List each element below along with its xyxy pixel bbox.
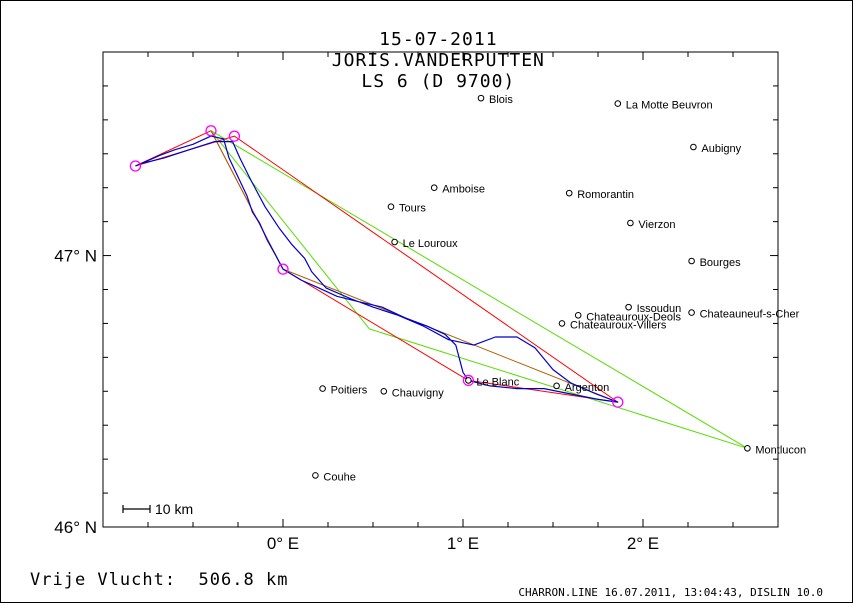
city-label: Aubigny xyxy=(701,143,741,155)
city-dot xyxy=(625,303,632,311)
plot-area xyxy=(102,51,779,528)
city-dot xyxy=(574,311,582,319)
city-dot xyxy=(614,100,622,107)
city-label: Couhe xyxy=(323,471,355,483)
city-label: Chauvigny xyxy=(392,387,444,399)
city-dot xyxy=(688,257,695,265)
city-marker: Tours xyxy=(387,203,426,215)
city-dot xyxy=(319,385,326,392)
city-dot xyxy=(565,189,573,197)
city-marker: Argenton xyxy=(553,382,610,394)
city-label: Vierzon xyxy=(638,219,675,231)
city-dot xyxy=(553,382,560,390)
city-dot xyxy=(690,143,697,151)
credit-line: CHARRON.LINE 16.07.2011, 13:04:43, DISLI… xyxy=(518,586,823,599)
turnpoint-marker xyxy=(462,374,475,387)
lon-label: 1° E xyxy=(447,534,479,553)
city-label: Tours xyxy=(399,203,426,215)
city-label: Issoudun xyxy=(637,303,682,315)
triangle-green xyxy=(210,130,748,449)
city-dot xyxy=(558,320,566,327)
city-label: Bourges xyxy=(700,257,741,269)
city-label: Argenton xyxy=(565,382,610,394)
turnpoint-marker xyxy=(228,130,241,142)
city-dot xyxy=(627,219,634,227)
free-flight-value: 506.8 km xyxy=(198,570,289,590)
city-dot xyxy=(312,472,319,479)
city-label: Le Blanc xyxy=(476,376,519,388)
flight-track xyxy=(135,135,619,403)
city-marker: Montlucon xyxy=(744,444,806,456)
lat-label: 47° N xyxy=(54,247,97,266)
city-marker: Vierzon xyxy=(627,219,676,231)
pilot-name: JORIS.VANDERPUTTEN xyxy=(331,50,545,71)
turnpoint-marker xyxy=(129,160,142,172)
page-title: 15-07-2011 JORIS.VANDERPUTTEN LS 6 (D 97… xyxy=(0,8,853,92)
city-label: Chateauneuf-s-Cher xyxy=(700,309,800,321)
city-marker: Le Blanc xyxy=(465,376,520,388)
city-label: Amboise xyxy=(442,184,485,196)
glider-type: LS 6 (D 9700) xyxy=(361,71,516,92)
city-label: Poitiers xyxy=(331,385,368,397)
city-label: Blois xyxy=(489,94,513,106)
city-marker: Couhe xyxy=(312,471,356,483)
city-marker: Amboise xyxy=(430,184,485,196)
city-marker: Issoudun xyxy=(625,303,682,315)
leg-line xyxy=(210,130,618,403)
city-marker: Chateauroux-Villers xyxy=(558,319,667,331)
city-dot xyxy=(430,184,438,192)
turnpoints xyxy=(129,125,624,408)
free-flight-label: Vrije Vlucht: xyxy=(30,570,177,590)
city-marker: Chateauneuf-s-Cher xyxy=(688,309,800,321)
city-label: La Motte Beuvron xyxy=(626,100,713,112)
city-marker: Chateauroux-Deols xyxy=(574,311,681,323)
city-label: Montlucon xyxy=(755,444,806,456)
city-dot xyxy=(465,377,472,384)
city-label: Chateauroux-Villers xyxy=(570,319,667,331)
scale-label: 10 km xyxy=(155,501,193,517)
axis-labels: 47° N 46° N 0° E 1° E 2° E xyxy=(54,247,659,553)
city-marker: Blois xyxy=(477,94,513,106)
city-label: Chateauroux-Deols xyxy=(586,311,681,323)
city-dot xyxy=(380,387,388,395)
city-marker: Aubigny xyxy=(690,143,742,155)
scale-bar: 10 km xyxy=(122,501,193,517)
city-marker: Poitiers xyxy=(319,385,368,397)
city-marker: La Motte Beuvron xyxy=(614,100,713,112)
triangle-line xyxy=(210,130,748,449)
city-label: Le Louroux xyxy=(403,238,459,250)
lon-label: 2° E xyxy=(627,534,659,553)
track-line xyxy=(135,135,619,403)
city-marker: Romorantin xyxy=(565,189,634,201)
flight-date: 15-07-2011 xyxy=(379,29,498,50)
city-marker: Chauvigny xyxy=(380,387,444,399)
city-dot xyxy=(477,94,485,102)
leg-orange xyxy=(210,130,618,403)
lat-label: 46° N xyxy=(54,518,97,537)
city-label: Romorantin xyxy=(577,189,634,201)
turnpoint-marker xyxy=(277,263,289,275)
turnpoint-marker xyxy=(205,125,217,137)
city-marker: Le Louroux xyxy=(391,238,459,250)
city-dot xyxy=(387,203,395,211)
city-marker: Bourges xyxy=(688,257,741,269)
free-flight-distance: Vrije Vlucht: 506.8 km xyxy=(30,570,288,590)
cities: Blois La Motte Beuvron Aubigny Amboise Romor… xyxy=(312,94,806,483)
axis-ticks xyxy=(102,51,779,528)
city-dot xyxy=(744,444,751,452)
lon-label: 0° E xyxy=(267,534,299,553)
turnpoint-marker xyxy=(612,396,624,408)
city-dot xyxy=(688,309,695,316)
city-dot xyxy=(391,238,398,246)
